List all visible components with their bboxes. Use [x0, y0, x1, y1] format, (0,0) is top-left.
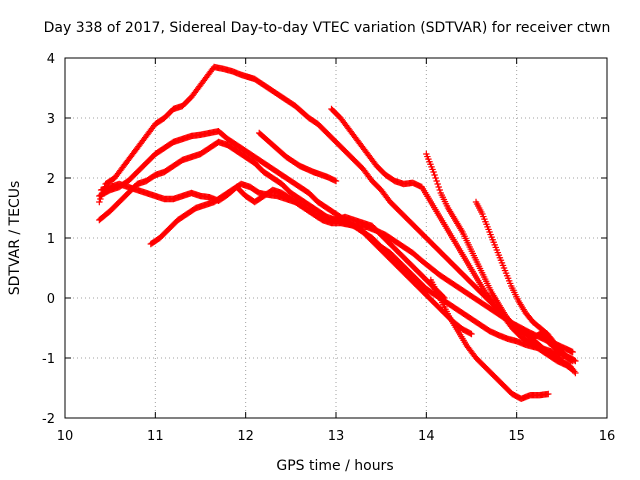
x-tick-label: 10 — [57, 429, 74, 444]
series-track-9 — [472, 198, 576, 365]
data-point — [569, 357, 576, 365]
series-track-7 — [328, 105, 576, 374]
y-tick-label: 0 — [47, 292, 55, 307]
series-track-10 — [427, 276, 552, 402]
x-tick-label: 13 — [328, 429, 345, 444]
y-tick-label: 1 — [47, 232, 55, 247]
x-tick-label: 11 — [147, 429, 164, 444]
y-axis-label: SDTVAR / TECUs — [7, 181, 23, 296]
series-track-5 — [147, 180, 576, 356]
y-tick-label: -1 — [42, 352, 55, 367]
data-point — [545, 390, 552, 398]
series-track-3 — [96, 138, 579, 365]
data-point — [435, 183, 442, 191]
data-point — [440, 293, 447, 301]
y-tick-label: 2 — [47, 172, 55, 187]
y-tick-label: -2 — [42, 412, 55, 427]
x-tick-label: 12 — [237, 429, 254, 444]
x-tick-label: 15 — [508, 429, 525, 444]
data-point — [430, 168, 437, 176]
series-track-1 — [96, 63, 579, 377]
x-axis-label: GPS time / hours — [276, 458, 393, 474]
data-point — [96, 198, 103, 206]
data-point — [433, 177, 440, 185]
data-point — [568, 366, 575, 373]
x-tick-label: 16 — [599, 429, 616, 444]
data-point — [434, 180, 441, 188]
data-point — [569, 366, 576, 374]
data-point — [468, 330, 475, 338]
grid-lines — [65, 58, 607, 418]
data-point — [431, 171, 438, 179]
chart-title: Day 338 of 2017, Sidereal Day-to-day VTE… — [44, 20, 611, 36]
data-point — [432, 174, 439, 182]
data-point — [569, 348, 576, 356]
series-track-6 — [256, 129, 340, 185]
x-tick-label: 14 — [418, 429, 435, 444]
data-points — [96, 63, 579, 402]
y-tick-label: 3 — [47, 112, 55, 127]
data-point — [436, 186, 443, 194]
data-point — [568, 356, 575, 364]
data-point — [332, 177, 340, 185]
y-tick-label: 4 — [47, 52, 55, 67]
